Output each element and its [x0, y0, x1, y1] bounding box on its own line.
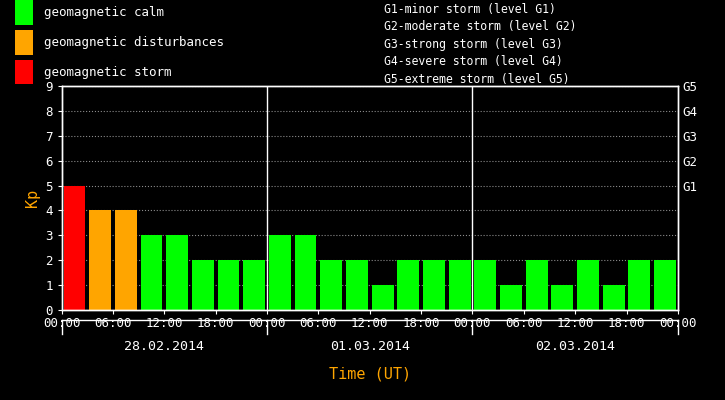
- Bar: [141, 235, 162, 310]
- Text: G1-minor storm (level G1): G1-minor storm (level G1): [384, 3, 556, 16]
- Bar: [552, 285, 573, 310]
- Bar: [526, 260, 547, 310]
- Text: Time (UT): Time (UT): [328, 366, 411, 382]
- Bar: [500, 285, 522, 310]
- Text: 28.02.2014: 28.02.2014: [124, 340, 204, 353]
- Bar: [372, 285, 394, 310]
- Y-axis label: Kp: Kp: [25, 189, 40, 207]
- Bar: [629, 260, 650, 310]
- Text: G4-severe storm (level G4): G4-severe storm (level G4): [384, 56, 563, 68]
- Text: G5-extreme storm (level G5): G5-extreme storm (level G5): [384, 73, 570, 86]
- Text: G3-strong storm (level G3): G3-strong storm (level G3): [384, 38, 563, 51]
- FancyBboxPatch shape: [14, 60, 33, 84]
- Bar: [577, 260, 599, 310]
- FancyBboxPatch shape: [14, 30, 33, 54]
- Bar: [397, 260, 419, 310]
- Text: G2-moderate storm (level G2): G2-moderate storm (level G2): [384, 20, 577, 33]
- Text: geomagnetic disturbances: geomagnetic disturbances: [44, 36, 223, 49]
- Bar: [346, 260, 368, 310]
- Bar: [449, 260, 471, 310]
- Bar: [115, 210, 137, 310]
- Bar: [192, 260, 214, 310]
- Bar: [218, 260, 239, 310]
- Text: geomagnetic calm: geomagnetic calm: [44, 6, 164, 19]
- Bar: [166, 235, 188, 310]
- Bar: [269, 235, 291, 310]
- FancyBboxPatch shape: [14, 0, 33, 25]
- Bar: [602, 285, 625, 310]
- Bar: [64, 186, 86, 310]
- Text: 02.03.2014: 02.03.2014: [535, 340, 616, 353]
- Bar: [244, 260, 265, 310]
- Bar: [654, 260, 676, 310]
- Text: geomagnetic storm: geomagnetic storm: [44, 66, 171, 79]
- Bar: [474, 260, 496, 310]
- Bar: [423, 260, 445, 310]
- Text: 01.03.2014: 01.03.2014: [330, 340, 410, 353]
- Bar: [89, 210, 111, 310]
- Bar: [320, 260, 342, 310]
- Bar: [294, 235, 317, 310]
